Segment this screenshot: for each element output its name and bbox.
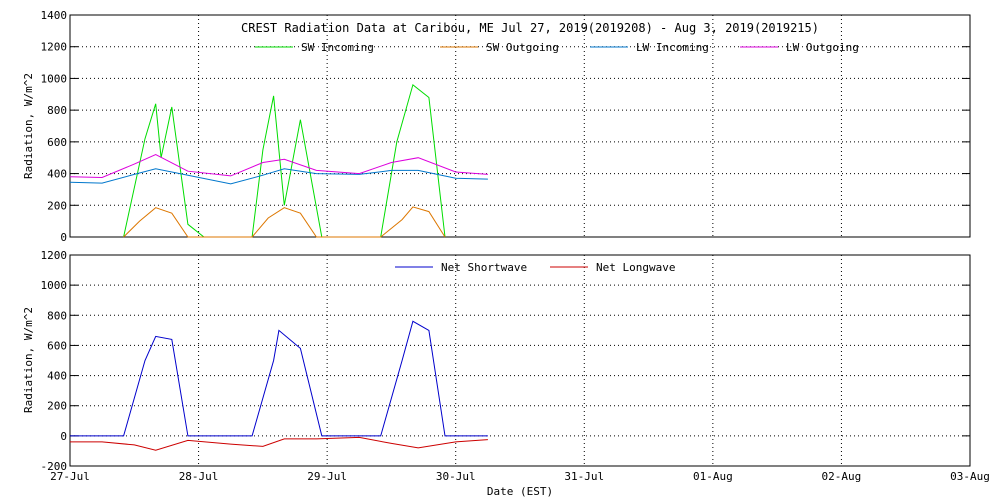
- x-tick-labels: 27-Jul 28-Jul 29-Jul 30-Jul 31-Jul 01-Aug 02-A…: [50, 470, 990, 483]
- bottom-grid: [70, 255, 970, 466]
- x-axis-label: Date (EST): [487, 485, 553, 498]
- top-series-sw-outgoing: [123, 206, 446, 238]
- bottom-y-tick-label: 400: [47, 370, 67, 383]
- top-y-tick-label: 400: [47, 168, 67, 181]
- bottom-series-net-longwave: [70, 436, 488, 451]
- top-legend: SW Incoming SW Outgoing LW Incoming LW Outg…: [255, 41, 859, 54]
- bottom-legend-label: Net Shortwave: [441, 261, 527, 274]
- top-y-tick-label: 0: [60, 231, 67, 244]
- top-plot-frame: [69, 14, 971, 238]
- bottom-y-tick-label: 1000: [41, 279, 68, 292]
- top-y-tick-label: 600: [47, 136, 67, 149]
- top-y-tick-label: 1200: [41, 41, 68, 54]
- top-legend-label: SW Incoming: [301, 41, 374, 54]
- top-legend-label: SW Outgoing: [486, 41, 559, 54]
- top-series-lw-outgoing: [69, 153, 488, 179]
- top-y-axis-label: Radiation, W/m^2: [22, 73, 35, 179]
- bottom-y-tick-label: 1200: [41, 249, 68, 262]
- x-tick-label: 03-Aug: [950, 470, 990, 483]
- x-tick-label: 01-Aug: [693, 470, 733, 483]
- top-grid: [70, 15, 970, 237]
- chart-title: CREST Radiation Data at Caribou, ME Jul …: [241, 21, 819, 35]
- x-tick-label: 28-Jul: [179, 470, 219, 483]
- bottom-series-net-shortwave: [70, 320, 488, 437]
- x-tick-label: 29-Jul: [307, 470, 347, 483]
- bottom-y-axis-label: Radiation, W/m^2: [22, 307, 35, 413]
- top-y-ticks: 0 200 400 600 800 1000 1200 1400: [41, 9, 970, 244]
- top-legend-label: LW Incoming: [636, 41, 709, 54]
- bottom-y-tick-label: -200: [41, 460, 68, 473]
- x-tick-label: 02-Aug: [822, 470, 862, 483]
- x-tick-label: 27-Jul: [50, 470, 90, 483]
- top-y-tick-label: 1400: [41, 9, 68, 22]
- bottom-y-tick-label: 200: [47, 400, 67, 413]
- bottom-y-tick-label: 0: [60, 430, 67, 443]
- bottom-legend: Net Shortwave Net Longwave: [395, 261, 675, 274]
- bottom-legend-label: Net Longwave: [596, 261, 675, 274]
- top-series: [69, 83, 488, 238]
- top-y-tick-label: 1000: [41, 72, 68, 85]
- top-y-tick-label: 200: [47, 199, 67, 212]
- bottom-y-tick-label: 800: [47, 309, 67, 322]
- bottom-plot-frame: [69, 254, 971, 467]
- bottom-y-tick-label: 600: [47, 339, 67, 352]
- top-y-tick-label: 800: [47, 104, 67, 117]
- top-legend-label: LW Outgoing: [786, 41, 859, 54]
- x-tick-label: 31-Jul: [564, 470, 604, 483]
- bottom-y-ticks: -200 0 200 400 600 800 1000 1200: [41, 249, 970, 473]
- bottom-series: [70, 320, 488, 451]
- x-tick-label: 30-Jul: [436, 470, 476, 483]
- top-series-lw-incoming: [69, 168, 488, 185]
- top-series-sw-incoming: [123, 83, 446, 238]
